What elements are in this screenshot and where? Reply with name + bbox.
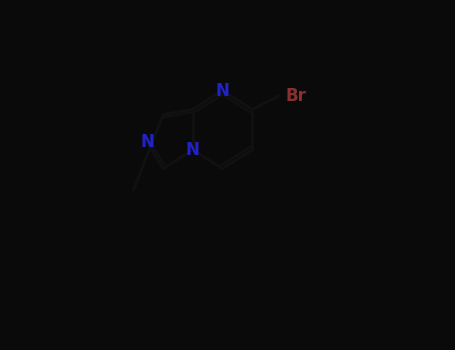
Text: Br: Br — [286, 87, 307, 105]
Text: N: N — [186, 141, 200, 159]
Text: N: N — [216, 82, 229, 99]
Text: N: N — [140, 133, 154, 151]
